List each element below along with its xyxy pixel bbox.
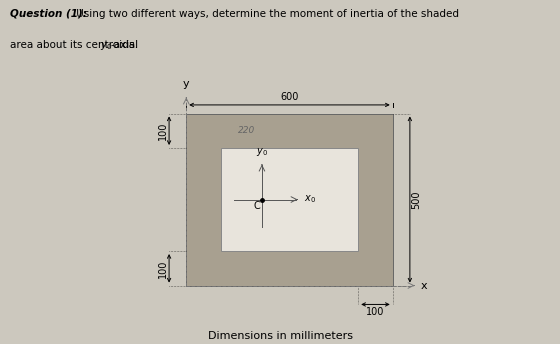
Bar <box>186 114 393 286</box>
Text: x: x <box>421 280 427 291</box>
Text: Question (1):: Question (1): <box>10 9 87 19</box>
Text: 100: 100 <box>158 259 168 278</box>
Text: $x_0$: $x_0$ <box>304 194 316 205</box>
Text: C: C <box>254 201 260 211</box>
Text: y: y <box>183 79 190 89</box>
Text: 500: 500 <box>411 190 421 209</box>
Text: Dimensions in millimeters: Dimensions in millimeters <box>208 331 352 341</box>
Bar <box>221 148 358 251</box>
Text: $y_0$: $y_0$ <box>100 40 112 52</box>
Text: -axis.: -axis. <box>111 40 139 50</box>
Text: area about its centroidal: area about its centroidal <box>10 40 142 50</box>
Text: 100: 100 <box>158 121 168 140</box>
Text: 100: 100 <box>366 307 385 316</box>
Text: 220: 220 <box>238 126 255 135</box>
Text: 600: 600 <box>281 92 298 102</box>
Text: $y_0$: $y_0$ <box>256 146 268 158</box>
Text: Using two different ways, determine the moment of inertia of the shaded: Using two different ways, determine the … <box>73 9 459 19</box>
